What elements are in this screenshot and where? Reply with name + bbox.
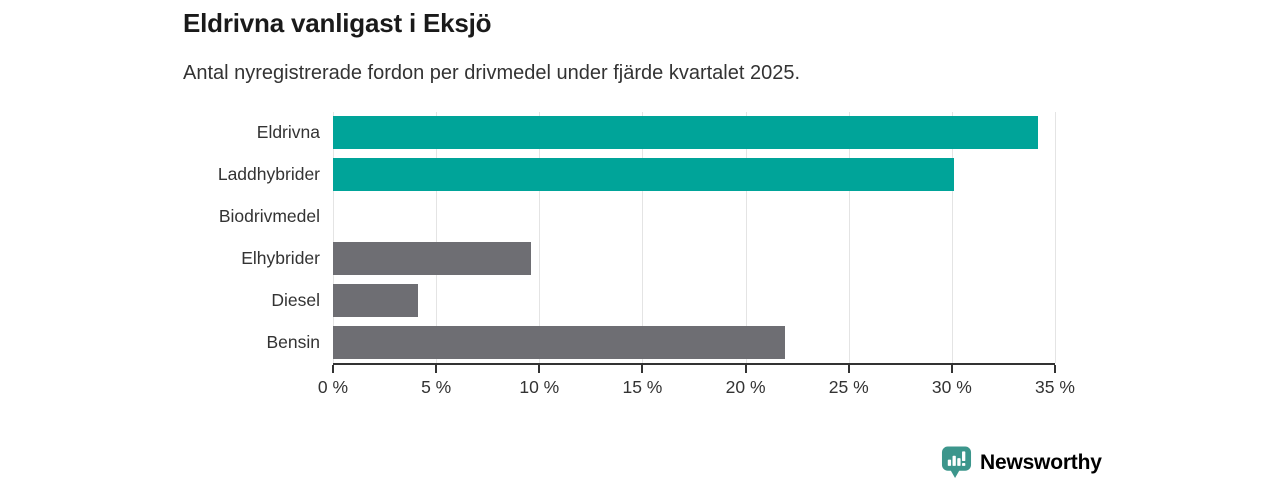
x-axis-tick [332, 365, 334, 373]
x-tick-label: 5 % [421, 377, 452, 397]
bar-row-diesel [333, 279, 1055, 321]
x-axis-tick [641, 365, 644, 373]
bar-row-bensin [333, 321, 1055, 363]
x-tick-label: 25 % [828, 377, 869, 397]
category-label-laddhybrider: Laddhybrider [217, 164, 320, 185]
bar-bensin [333, 325, 785, 359]
x-axis-tick [1054, 365, 1056, 373]
gridline [642, 112, 644, 363]
gridline [436, 112, 438, 363]
category-label-elhybrider: Elhybrider [241, 247, 320, 268]
bar-row-laddhybrider [333, 154, 1055, 196]
bar-eldrivna [333, 116, 1039, 150]
category-label-bensin: Bensin [266, 331, 320, 352]
gridline [745, 112, 747, 363]
x-tick-label: 35 % [1035, 377, 1075, 397]
x-tick-label: 10 % [519, 377, 560, 397]
x-tick-label: 20 % [725, 377, 766, 397]
x-axis-tick [950, 365, 953, 373]
bar-row-elhybrider [333, 238, 1055, 280]
x-axis-tick [744, 365, 747, 373]
gridline [539, 112, 541, 363]
gridline [1055, 112, 1056, 363]
x-axis-tick [435, 365, 438, 373]
gridline [951, 112, 953, 363]
gridline [333, 112, 334, 363]
bar-chart-plot-area [333, 112, 1056, 363]
chart-title: Eldrivna vanligast i Eksjö [183, 8, 492, 38]
x-axis: 0 % 5 % 10 % 15 % 20 % 25 % 30 % 35 % [318, 363, 1075, 397]
bar-laddhybrider [333, 158, 954, 192]
x-tick-label: 15 % [622, 377, 663, 397]
x-axis-tick [538, 365, 541, 373]
bar-row-eldrivna [333, 112, 1055, 154]
newsworthy-logo-icon [941, 446, 972, 479]
category-label-biodrivmedel: Biodrivmedel [218, 206, 320, 227]
gridline [848, 112, 850, 363]
bar-row-biodrivmedel [333, 196, 1055, 238]
bar-elhybrider [333, 241, 532, 275]
category-label-diesel: Diesel [271, 289, 320, 310]
category-label-eldrivna: Eldrivna [256, 122, 320, 143]
x-tick-label: 30 % [931, 377, 972, 397]
x-axis-tick [847, 365, 850, 373]
chart-subtitle: Antal nyregistrerade fordon per drivmede… [183, 62, 801, 84]
brand-name: Newsworthy [980, 450, 1102, 474]
brand-footer: Newsworthy [941, 446, 1102, 479]
category-labels: Eldrivna Laddhybrider Biodrivmedel Elhybrid… [0, 112, 320, 363]
x-tick-label: 0 % [317, 377, 349, 397]
bar-diesel [333, 283, 418, 317]
